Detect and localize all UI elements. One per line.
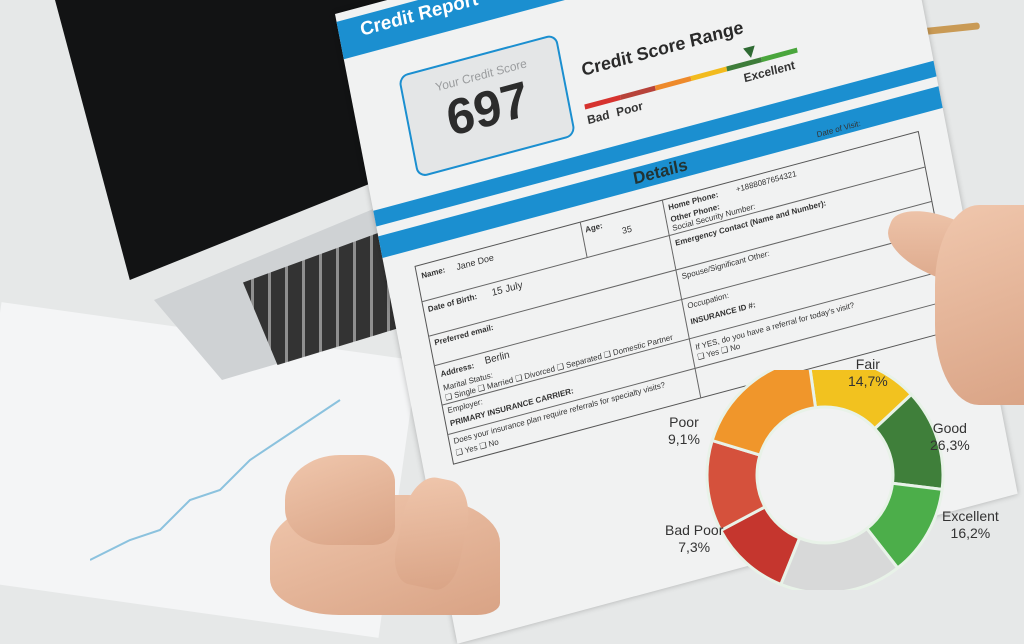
background-line-chart (90, 399, 341, 561)
score-marker-icon (743, 45, 757, 60)
range-segment (619, 85, 657, 100)
label-name: Bad Poor (665, 522, 724, 538)
dob-label: Date of Birth: (427, 291, 478, 314)
donut-label-good: Good 26,3% (930, 420, 970, 454)
donut-label-excellent: Excellent 16,2% (942, 508, 999, 542)
range-segment (655, 76, 692, 91)
label-value: 9,1% (668, 431, 700, 447)
donut-label-bad-poor: Bad Poor 7,3% (665, 522, 723, 556)
donut-chart (705, 370, 945, 590)
credit-score-box: Your Credit Score 697 (397, 33, 577, 179)
label-name: Fair (855, 356, 880, 372)
name-value: Jane Doe (455, 252, 495, 273)
label-value: 7,3% (678, 539, 711, 555)
age-value: 35 (621, 223, 633, 237)
donut-label-poor: Poor 9,1% (668, 414, 700, 448)
label-name: Excellent (942, 508, 999, 524)
donut-segment (710, 370, 818, 457)
home-phone-value: +1888087654321 (735, 169, 798, 195)
label-name: Good (932, 420, 967, 436)
left-fingers (285, 455, 395, 545)
referral-today: If YES, do you have a referral for today… (694, 300, 855, 352)
name-label: Name: (420, 265, 446, 281)
range-segment (690, 66, 727, 82)
dob-value: 15 July (490, 279, 524, 299)
label-value: 26,3% (930, 437, 970, 453)
address-value: Berlin (483, 349, 511, 367)
right-hand (935, 205, 1024, 405)
range-label-poor: Poor (615, 98, 645, 120)
range-label-bad: Bad (586, 107, 611, 128)
label-value: 16,2% (950, 525, 991, 541)
age-label: Age: (584, 221, 604, 235)
label-name: Poor (669, 414, 699, 430)
donut-label-fair: Fair 14,7% (848, 356, 888, 390)
label-value: 14,7% (848, 373, 888, 389)
